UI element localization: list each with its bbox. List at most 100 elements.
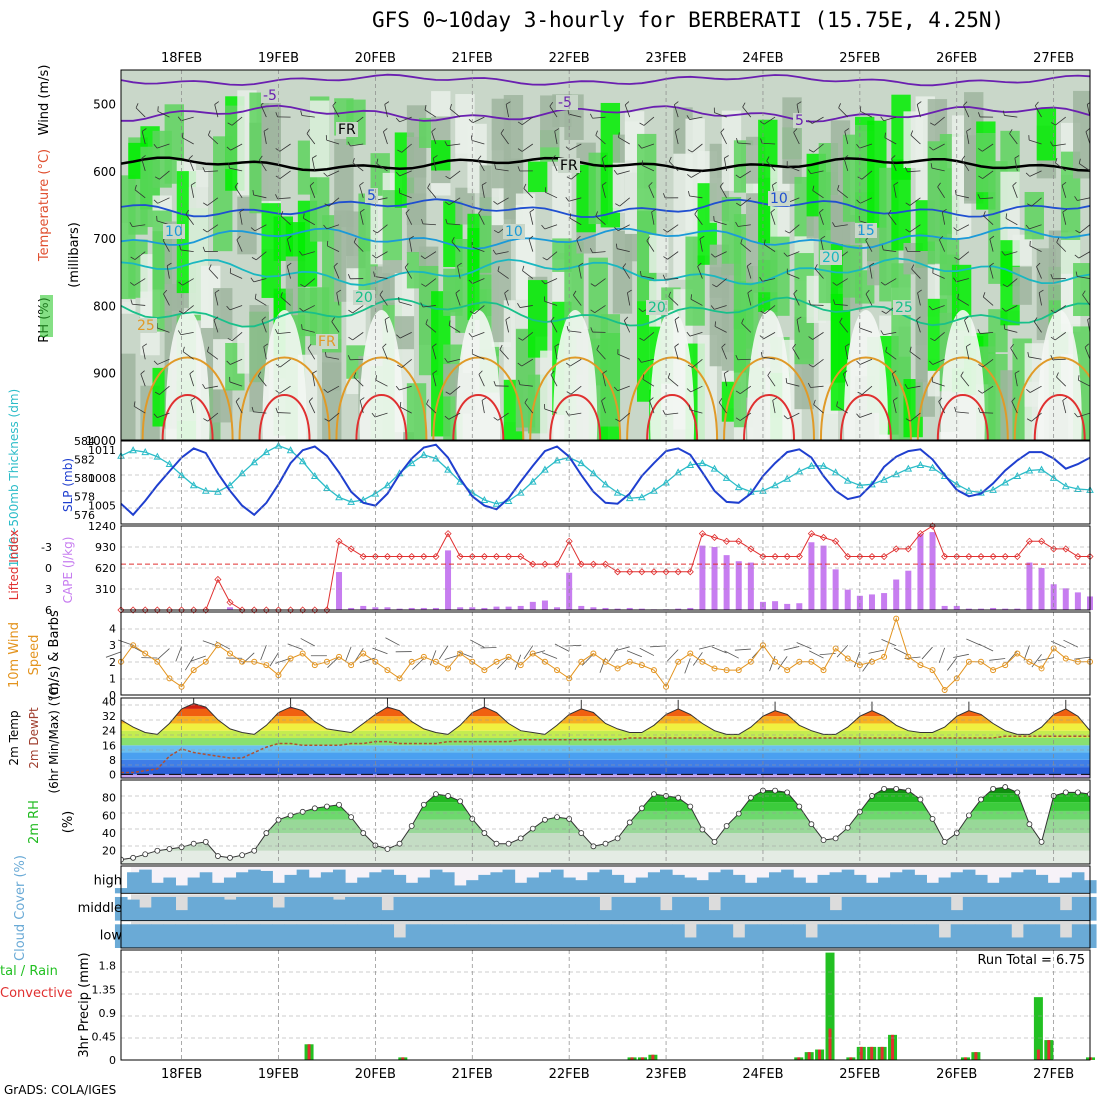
date-label-top: 27FEB [1033,51,1074,66]
wind-barb [719,186,727,199]
cloud-cell [938,877,952,894]
wind-barb [641,358,655,363]
wind-barb-flag [699,235,705,240]
wind-barb-flag [505,316,511,320]
wind-barb [619,412,630,422]
wind-barb [893,647,909,656]
cloud-cell [417,924,431,948]
wind-barb [304,278,316,288]
wind-barb [739,412,752,421]
wind-barb [327,245,340,252]
wind-barb [966,131,970,145]
wind-barb [573,294,582,306]
wind-barb [311,158,316,171]
cloud-cell [175,924,189,948]
wind-barb [481,184,485,198]
wind-barb-flag [298,250,303,256]
rh-point [638,805,645,812]
rh-point [517,835,524,842]
wind-barb [524,402,534,414]
panel-frame [120,525,1091,611]
wind-barb [741,322,752,333]
contour-label: -5 [558,95,572,111]
wind-barb [1029,224,1042,230]
wind-point [336,653,343,660]
wind-barb [545,278,558,285]
wind-barb [762,356,776,360]
wind-barb-flag [736,138,739,144]
cape-bar [469,607,476,610]
contour-20 [121,296,1090,328]
thickness-point [577,459,586,467]
cloud-cell [538,896,552,921]
wind-barb [302,328,315,333]
wind-barb [739,170,752,179]
wind-barb [893,184,897,198]
wind-barb-flag [978,175,983,179]
wind-barb [668,161,679,172]
wind-barb [842,373,849,387]
contour-label-bg [793,113,806,128]
wind-barb-flag [140,370,145,375]
wind-barb [500,133,509,145]
dry-plume [456,310,501,440]
contour-label: FR [560,158,578,174]
rh-point [420,801,427,808]
wind-barb [812,332,824,340]
wind-barb-flag [275,194,278,199]
wind-barb-flag [494,164,497,170]
li-point [468,552,476,561]
cape-bar [723,555,730,610]
rh-point [287,812,294,819]
wind-barb [793,293,800,306]
wind-barb-flag [236,235,241,241]
wind-barb [374,412,388,418]
li-point [129,606,137,614]
thickness-point [238,469,246,477]
wind-barb-flag [426,399,429,405]
wind-barb [277,331,291,335]
wind-barb-flag [468,333,473,338]
cloud-cell [635,896,649,921]
cloud-cell [1035,896,1049,921]
wind-barb-flag [964,316,969,321]
wind-barb-flag [478,370,483,375]
wind-barb-flag [1085,128,1090,132]
li-point [686,568,694,576]
wind-barb [667,251,679,260]
wind-barb-flag [856,413,861,418]
wind-barb-flag [694,209,698,215]
li-point [299,606,307,614]
wind-barb-flag [235,397,240,402]
wind-barb-flag [648,182,653,187]
li-point [492,552,501,561]
cloud-cell [454,924,467,948]
wind-barb [401,143,412,153]
wind-barb [399,332,412,339]
wind-barb-flag [917,289,922,294]
wind-barb [444,654,461,660]
wind-barb [425,278,437,287]
wind-barb [862,658,873,672]
li-point [953,552,961,561]
wind-barb [183,305,194,314]
cloud-cell [974,896,988,921]
cloud-cell [345,924,358,948]
wind-barb-flag [960,371,964,377]
cloud-cell [672,896,685,921]
li-point [287,606,295,614]
wind-barb [909,351,921,360]
cloud-cell [1059,877,1073,894]
wind-barb [162,240,170,252]
cloud-cell [1047,882,1061,894]
wind-barb [471,140,485,145]
wind-barb [1082,294,1090,306]
wind-barb [983,296,994,306]
wind-barb-flag [576,235,581,240]
wind-barb [519,384,533,387]
wind-barb [649,400,655,414]
wind-barb-flag [353,237,357,243]
wind-barb [844,346,849,360]
thickness-line [120,444,1091,505]
